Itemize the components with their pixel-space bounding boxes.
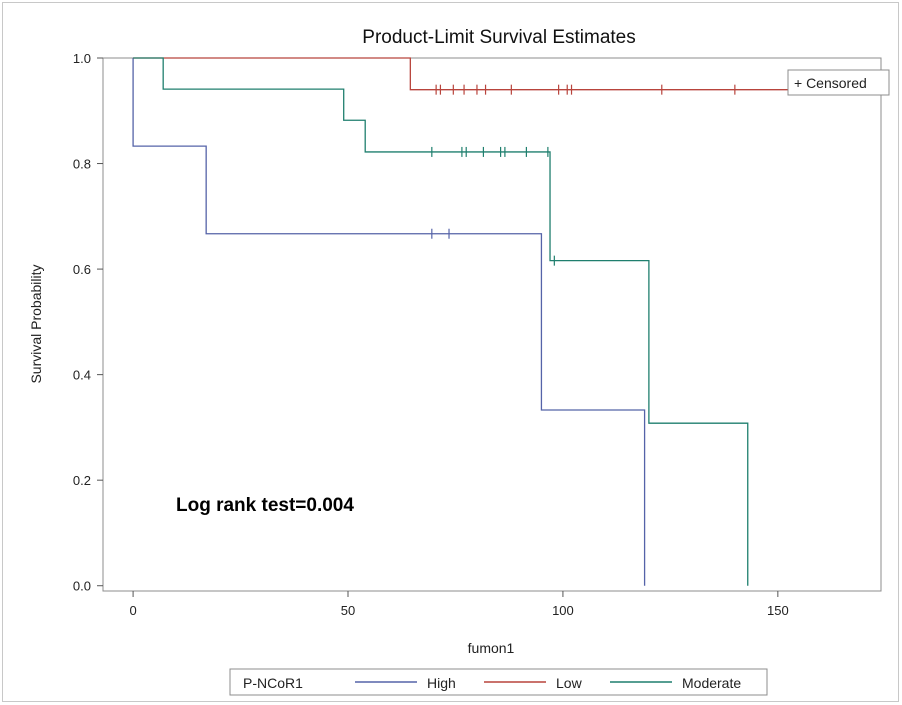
survival-chart: Product-Limit Survival Estimates 0.00.20… [28,27,890,696]
series-line-low [133,57,877,91]
x-axis-label: fumon1 [468,640,515,656]
x-tick-label: 100 [552,603,574,618]
censored-legend-label: + Censored [794,75,867,91]
legend-label-moderate: Moderate [682,675,741,691]
series-line-moderate [133,57,749,586]
y-tick-label: 0.6 [73,262,91,277]
logrank-annotation: Log rank test=0.004 [176,495,354,516]
series-layer [132,57,878,586]
y-tick-label: 0.2 [73,473,91,488]
x-tick-label: 50 [341,603,355,618]
y-tick-label: 0.0 [73,579,91,594]
y-axis-label: Survival Probability [28,264,44,383]
legend-entries: High Low Moderate [355,675,741,691]
y-tick-label: 1.0 [73,51,91,66]
legend-title: P-NCoR1 [243,675,303,691]
censored-legend: + Censored [787,69,890,96]
legend: P-NCoR1 High Low Moderate [229,668,768,696]
plot-area [102,57,882,592]
legend-box [229,668,768,696]
x-tick-label: 150 [767,603,789,618]
y-tick-label: 0.4 [73,368,91,383]
y-axis: 0.0 0.2 0.4 0.6 0.8 1.0 [73,51,103,594]
x-axis: 0 50 100 150 [129,591,789,618]
x-tick-label: 0 [129,603,136,618]
series-line-high [132,58,646,586]
y-tick-label: 0.8 [73,157,91,172]
legend-label-low: Low [556,675,583,691]
legend-label-high: High [427,675,456,691]
censored-legend-box [787,69,890,96]
chart-title: Product-Limit Survival Estimates [362,27,635,48]
